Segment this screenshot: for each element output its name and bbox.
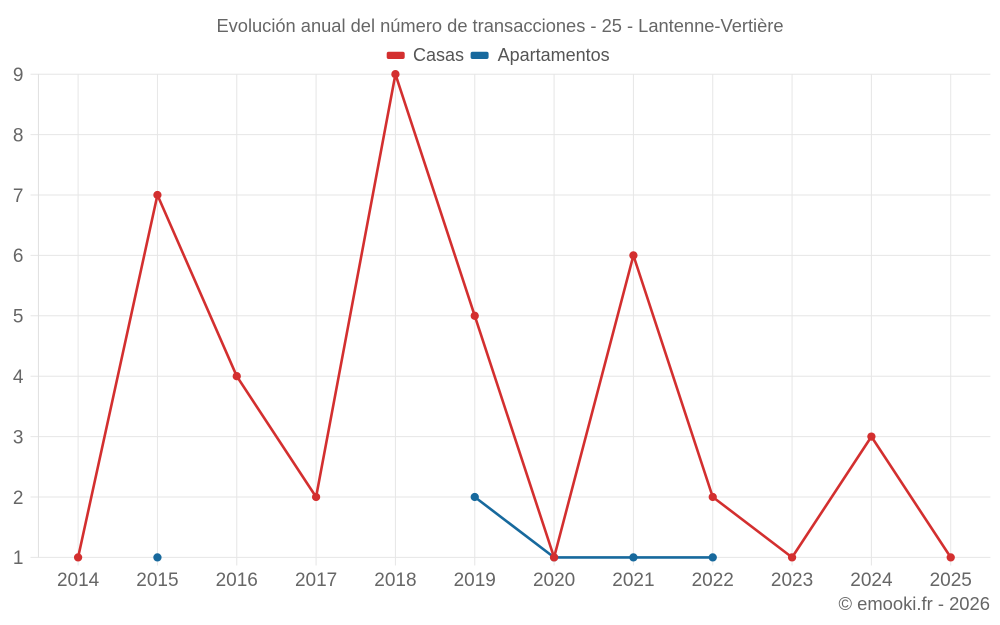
svg-text:2024: 2024 — [850, 570, 893, 591]
svg-text:3: 3 — [13, 427, 24, 448]
svg-text:4: 4 — [13, 367, 24, 388]
svg-text:2017: 2017 — [295, 570, 337, 591]
svg-text:2018: 2018 — [374, 570, 416, 591]
svg-text:2020: 2020 — [533, 570, 575, 591]
svg-text:6: 6 — [13, 246, 24, 267]
svg-text:2016: 2016 — [216, 570, 258, 591]
svg-text:9: 9 — [13, 65, 24, 86]
svg-text:2014: 2014 — [57, 570, 100, 591]
svg-text:Evolución anual del número de: Evolución anual del número de transaccio… — [216, 15, 783, 36]
svg-text:2: 2 — [13, 488, 24, 509]
svg-text:2023: 2023 — [771, 570, 813, 591]
svg-text:2021: 2021 — [612, 570, 654, 591]
svg-text:Casas: Casas — [413, 45, 464, 65]
svg-text:5: 5 — [13, 307, 24, 328]
svg-text:1: 1 — [13, 548, 24, 569]
svg-text:© emooki.fr - 2026: © emooki.fr - 2026 — [838, 593, 990, 614]
svg-text:Apartamentos: Apartamentos — [498, 45, 610, 65]
svg-text:2022: 2022 — [692, 570, 734, 591]
svg-text:7: 7 — [13, 186, 24, 207]
svg-text:2015: 2015 — [136, 570, 178, 591]
svg-text:8: 8 — [13, 125, 24, 146]
svg-text:2025: 2025 — [930, 570, 972, 591]
svg-text:2019: 2019 — [454, 570, 496, 591]
